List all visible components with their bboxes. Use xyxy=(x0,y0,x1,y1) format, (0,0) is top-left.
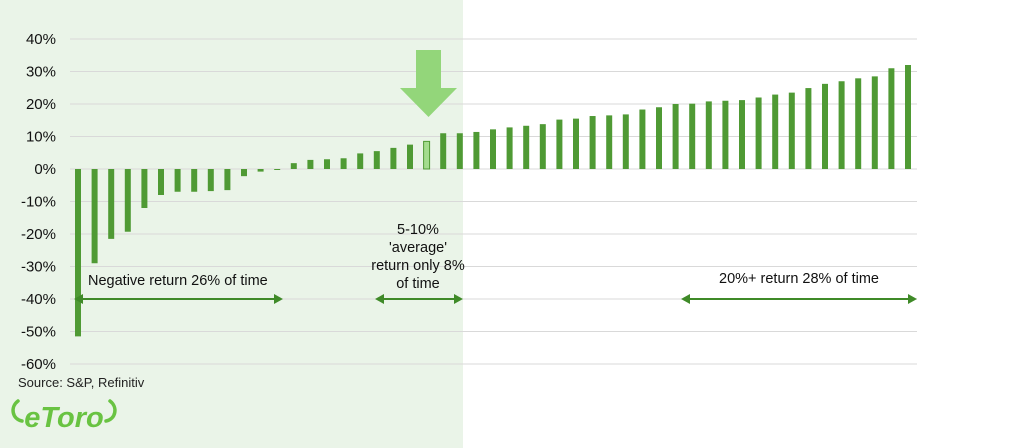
y-tick-label: 0% xyxy=(34,161,56,178)
bar xyxy=(390,147,397,169)
logo-wordmark: eToro xyxy=(24,402,103,434)
y-tick-label: 20% xyxy=(26,96,56,113)
bar xyxy=(174,169,181,192)
bar xyxy=(274,169,281,170)
down-arrow-icon xyxy=(400,50,457,117)
y-tick-label: -30% xyxy=(21,259,56,276)
bar xyxy=(307,159,314,169)
y-tick-label: -40% xyxy=(21,291,56,308)
bar xyxy=(224,169,231,191)
bar xyxy=(639,109,646,169)
bar xyxy=(871,76,878,169)
bar xyxy=(357,153,364,169)
bar xyxy=(141,169,148,208)
bar xyxy=(207,169,214,192)
bar xyxy=(788,92,795,169)
bar xyxy=(324,159,330,169)
bar xyxy=(656,107,662,169)
high-return-annotation: 20%+ return 28% of time xyxy=(719,271,879,287)
average-annotation-line-2: 'average' xyxy=(389,240,447,256)
bar xyxy=(191,169,198,192)
bar xyxy=(257,169,264,172)
bar xyxy=(523,125,530,169)
bar xyxy=(672,104,679,169)
bar xyxy=(722,100,729,169)
average-annotation-line-3: return only 8% xyxy=(371,258,465,274)
bar xyxy=(373,151,380,169)
negative-range-arrow xyxy=(74,294,283,304)
high-range-arrow xyxy=(681,294,917,304)
bar xyxy=(622,114,629,169)
bar xyxy=(407,144,413,169)
bar xyxy=(440,133,447,169)
annotations: Negative return 26% of time 5-10% 'avera… xyxy=(74,222,917,304)
bar xyxy=(456,133,463,169)
bar xyxy=(556,119,563,169)
bar xyxy=(838,81,845,169)
bar xyxy=(805,88,812,169)
bar xyxy=(822,83,828,169)
bar xyxy=(75,169,81,337)
logo-left-horn-icon xyxy=(11,399,24,423)
source-note: Source: S&P, Refinitiv xyxy=(18,375,145,390)
bar xyxy=(855,78,862,169)
bar xyxy=(739,100,745,169)
y-axis-tick-labels: 40% 30% 20% 10% 0% -10% -20% -30% -40% -50% -60% xyxy=(21,31,56,373)
y-tick-label: 10% xyxy=(26,129,56,146)
average-range-arrow xyxy=(375,294,463,304)
bar xyxy=(589,116,596,169)
bar xyxy=(755,97,762,169)
bar xyxy=(888,68,895,169)
y-tick-label: -20% xyxy=(21,226,56,243)
y-tick-label: -50% xyxy=(21,324,56,341)
y-tick-label: 30% xyxy=(26,64,56,81)
y-tick-label: 40% xyxy=(26,31,56,48)
logo-right-horn-icon xyxy=(104,399,117,423)
bar xyxy=(108,169,115,239)
range-arrows xyxy=(74,294,917,304)
bar xyxy=(124,169,131,232)
bar xyxy=(490,129,496,169)
bar xyxy=(473,131,480,169)
bar xyxy=(705,101,712,169)
bar xyxy=(539,124,546,169)
bar xyxy=(91,169,98,264)
average-annotation-line-4: of time xyxy=(396,276,440,292)
negative-return-annotation: Negative return 26% of time xyxy=(88,273,268,289)
bar xyxy=(772,94,779,169)
bar xyxy=(506,127,513,169)
bar xyxy=(606,115,613,169)
bar xyxy=(290,163,297,169)
bars xyxy=(75,65,911,337)
bar xyxy=(340,158,347,169)
bar xyxy=(573,118,579,169)
bar-highlighted xyxy=(423,140,431,170)
bar xyxy=(158,169,164,195)
bar xyxy=(905,65,911,169)
bar xyxy=(689,103,696,169)
bar xyxy=(241,169,247,177)
y-tick-label: -10% xyxy=(21,194,56,211)
etoro-logo: eToro xyxy=(11,399,117,434)
average-annotation-line-1: 5-10% xyxy=(397,222,439,238)
y-tick-label: -60% xyxy=(21,356,56,373)
